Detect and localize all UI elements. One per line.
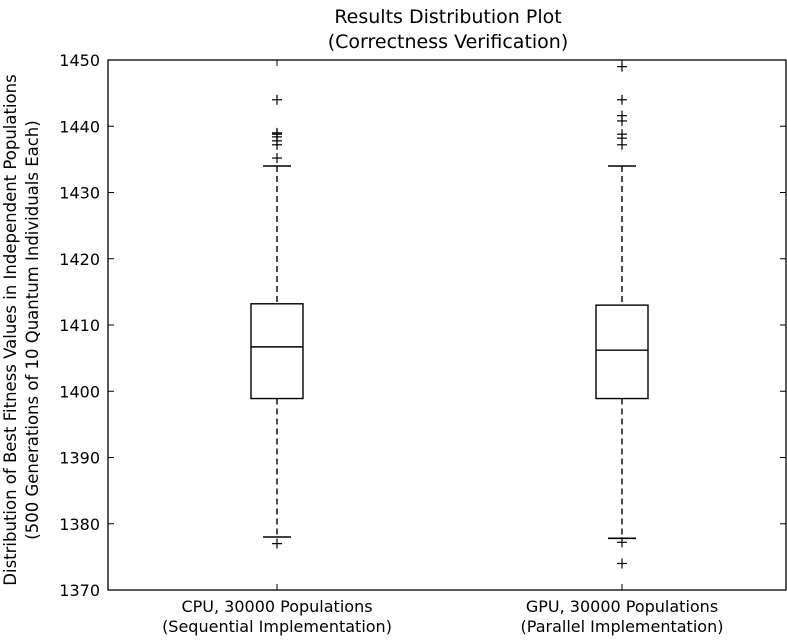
box-iqr: [250, 303, 304, 400]
y-tick-label: 1370: [59, 581, 100, 600]
chart-subtitle: (Correctness Verification): [327, 31, 569, 53]
chart-title: Results Distribution Plot: [334, 6, 562, 28]
y-tick-label: 1390: [59, 449, 100, 468]
axes-frame: [107, 59, 787, 591]
x-tick-label-cpu-line2: (Sequential Implementation): [162, 617, 392, 636]
x-tick-label-cpu-line1: CPU, 30000 Populations: [181, 597, 373, 616]
x-tick-label-cpu: CPU, 30000 Populations (Sequential Imple…: [147, 597, 407, 637]
y-tick-label: 1400: [59, 382, 100, 401]
y-tick-label: 1430: [59, 184, 100, 203]
y-tick-label: 1410: [59, 316, 100, 335]
box-iqr: [595, 304, 649, 400]
y-tick-label: 1440: [59, 117, 100, 136]
y-tick-label: 1420: [59, 250, 100, 269]
y-tick-label: 1450: [59, 51, 100, 70]
x-tick-label-gpu-line1: GPU, 30000 Populations: [525, 597, 719, 616]
x-tick-label-gpu: GPU, 30000 Populations (Parallel Impleme…: [492, 597, 752, 637]
y-tick-label: 1380: [59, 515, 100, 534]
x-tick-label-gpu-line2: (Parallel Implementation): [520, 617, 724, 636]
